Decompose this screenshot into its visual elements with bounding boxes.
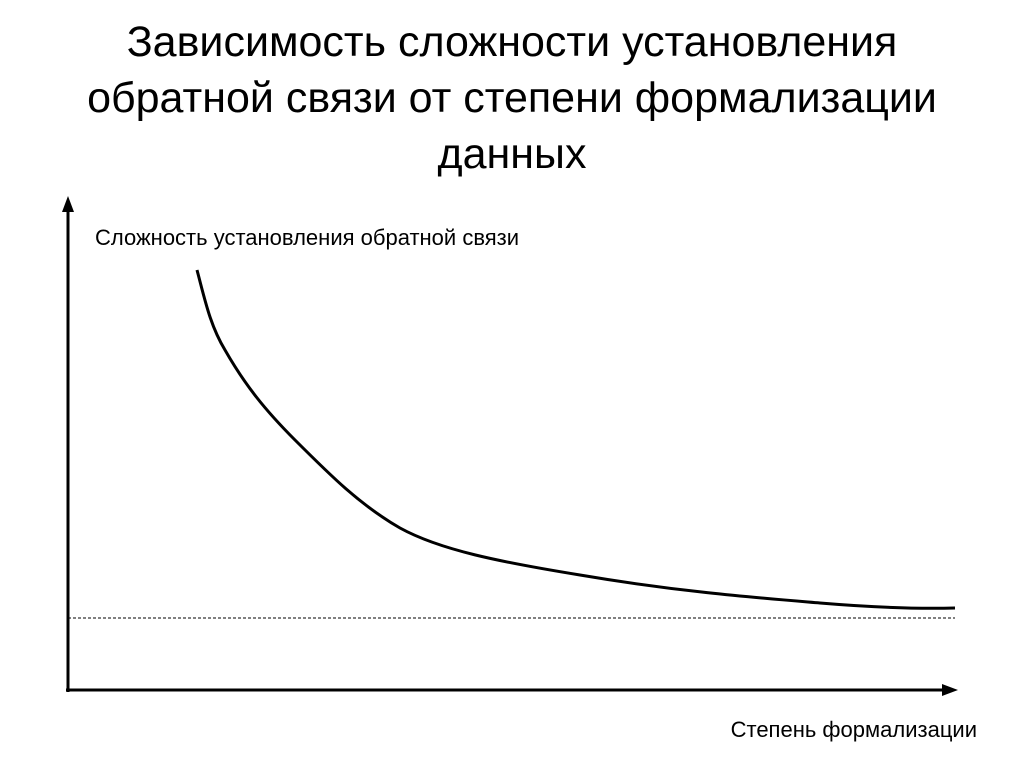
slide-title: Зависимость сложности установления обрат… [0,14,1024,182]
y-arrow [62,196,74,212]
title-line: обратной связи от степени формализации [87,74,937,122]
x-axis-label: Степень формализации [731,717,977,742]
title-line: Зависимость сложности установления [126,18,898,66]
title-line: данных [437,130,587,178]
x-arrow [942,684,958,696]
y-axis-label: Сложность установления обратной связи [95,225,519,250]
curve [195,269,956,610]
